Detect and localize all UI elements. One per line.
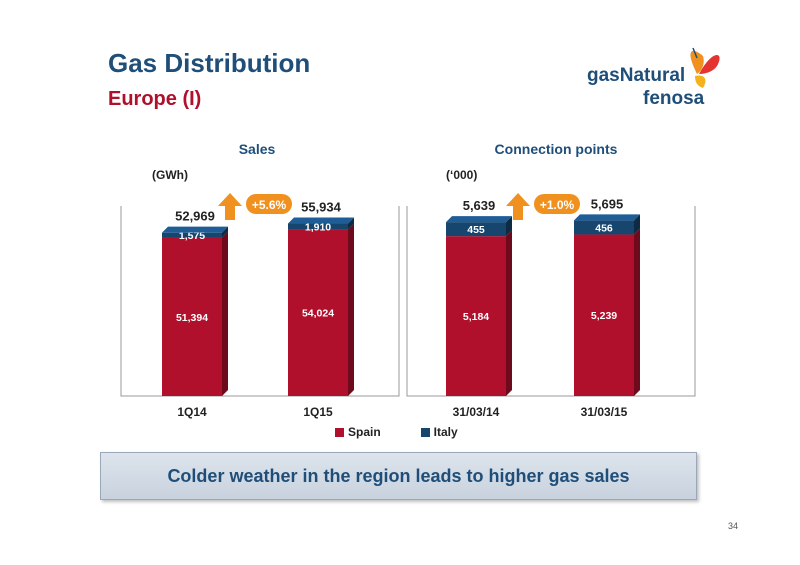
- chart-1-unit: (‘000): [446, 168, 477, 182]
- svg-text:fenosa: fenosa: [643, 88, 705, 109]
- legend-label-italy: Italy: [433, 425, 458, 439]
- chart-0-label-spain-0: 51,394: [176, 312, 208, 324]
- chart-1-growth-badge: [534, 194, 580, 214]
- chart-0-total-1: 55,934: [301, 200, 342, 215]
- chart-0-label-italy-1: 1,910: [305, 221, 331, 233]
- chart-1-growth-label: +1.0%: [540, 198, 575, 212]
- chart-1-total-1: 5,695: [591, 196, 624, 211]
- chart-1-bar-italy-1: [574, 214, 640, 235]
- chart-0-bar-italy-0: [162, 226, 228, 238]
- legend-label-spain: Spain: [348, 425, 381, 439]
- legend-swatch-spain: [335, 427, 344, 437]
- legend-item-spain: Spain: [335, 425, 381, 439]
- chart-0-title: Sales: [239, 141, 276, 157]
- chart-0-bar-italy-1: [288, 217, 354, 230]
- chart-0-bar-top-1: [288, 217, 354, 224]
- page-subtitle: Europe (I): [108, 88, 202, 110]
- svg-text:gasNatural: gasNatural: [587, 65, 685, 86]
- chart-0-growth-arrow-icon: [218, 193, 242, 220]
- chart-legend: Spain Italy: [335, 425, 458, 439]
- connection-points-chart: Connection points (‘000) 5,184 455 5,639 5,23…: [406, 134, 696, 419]
- chart-0-total-0: 52,969: [175, 209, 215, 224]
- chart-0-growth-badge: [246, 194, 292, 214]
- chart-0-bar-top-0: [162, 226, 228, 233]
- legend-item-italy: Italy: [420, 425, 458, 439]
- page-title: Gas Distribution: [108, 48, 311, 78]
- summary-text: Colder weather in the region leads to hi…: [167, 465, 630, 486]
- chart-0-category-1: 1Q15: [303, 405, 333, 419]
- chart-0-label-italy-0: 1,575: [179, 230, 205, 242]
- chart-1-category-0: 31/03/14: [453, 405, 500, 419]
- butterfly-icon: [690, 47, 720, 88]
- gas-natural-fenosa-logo: gasNatural fenosa: [585, 44, 735, 114]
- chart-1-label-spain-0: 5,184: [463, 311, 489, 323]
- chart-1-bar-italy-0: [446, 216, 512, 237]
- chart-0-label-spain-1: 54,024: [302, 308, 334, 320]
- chart-1-label-italy-0: 455: [467, 224, 485, 236]
- legend-swatch-italy: [420, 427, 430, 437]
- chart-1-bar-top-0: [446, 216, 512, 223]
- chart-1-category-1: 31/03/15: [581, 405, 628, 419]
- summary-banner: Colder weather in the region leads to hi…: [100, 452, 697, 500]
- chart-0-growth-label: +5.6%: [252, 198, 287, 212]
- chart-1-label-italy-1: 456: [595, 222, 613, 234]
- chart-0-bar-spain-0: [162, 231, 228, 396]
- chart-1-axis: [406, 206, 696, 397]
- chart-1-bar-spain-1: [574, 228, 640, 396]
- sales-chart: Sales (GWh) 51,394 1,575 52,969 54,024 1,910 55…: [120, 134, 400, 419]
- chart-0-axis: [120, 206, 400, 397]
- chart-0-bar-spain-1: [288, 223, 354, 396]
- chart-1-bar-spain-0: [446, 230, 512, 396]
- chart-1-total-0: 5,639: [463, 198, 496, 213]
- chart-1-title: Connection points: [495, 141, 618, 157]
- page-number: 34: [728, 521, 739, 531]
- chart-0-category-0: 1Q14: [177, 405, 207, 419]
- chart-1-label-spain-1: 5,239: [591, 310, 617, 322]
- chart-1-growth-arrow-icon: [506, 193, 530, 220]
- chart-0-unit: (GWh): [152, 168, 188, 182]
- chart-1-bar-top-1: [574, 214, 640, 221]
